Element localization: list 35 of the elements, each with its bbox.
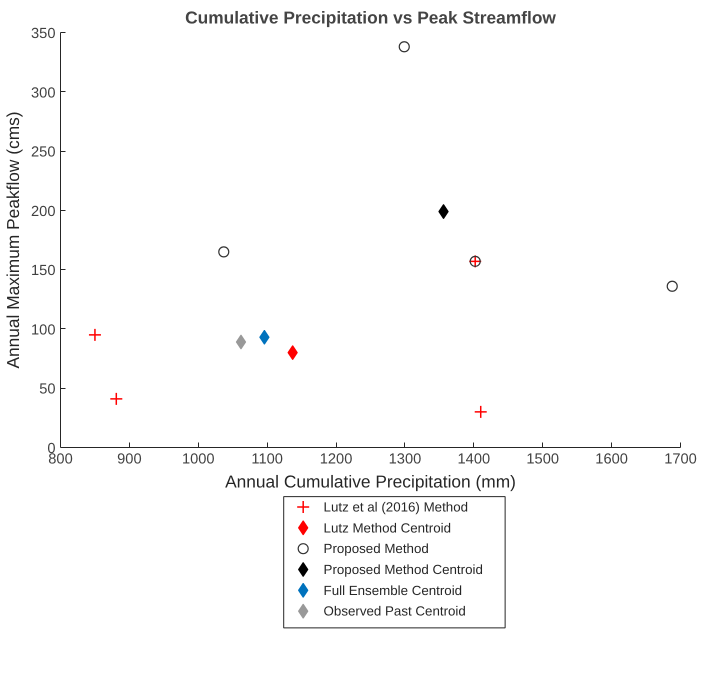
x-tick-label: 1200: [320, 452, 352, 468]
point: [398, 41, 410, 52]
legend-label: Proposed Method: [324, 541, 429, 556]
point: [236, 334, 246, 350]
y-axis-title: Annual Maximum Peakflow (cms): [3, 111, 24, 369]
x-tick-label: 1700: [664, 452, 697, 468]
legend-label: Proposed Method Centroid: [324, 562, 483, 577]
point: [259, 330, 270, 345]
y-tick-label: 150: [31, 263, 56, 280]
y-tick-label: 250: [31, 144, 56, 161]
x-tick-label: 1000: [182, 452, 215, 468]
x-tick-label: 1100: [251, 452, 283, 468]
x-tick-label: 900: [117, 452, 142, 468]
chart-title: Cumulative Precipitation vs Peak Streamflow: [185, 8, 556, 28]
point: [287, 345, 298, 360]
x-tick-label: 1600: [595, 452, 628, 468]
x-tick-label: 1300: [388, 452, 422, 468]
y-tick-label: 100: [31, 322, 56, 338]
legend-label: Observed Past Centroid: [324, 604, 466, 619]
point: [110, 392, 124, 406]
point: [88, 328, 102, 342]
x-tick-label: 1500: [526, 452, 560, 468]
point: [438, 204, 449, 220]
y-tick-label: 350: [31, 26, 56, 42]
x-tick-label: 1400: [458, 452, 490, 468]
legend-label: Full Ensemble Centroid: [324, 582, 462, 598]
point: [666, 280, 678, 292]
legend-label: Lutz et al (2016) Method: [324, 500, 468, 514]
legend-label: Lutz Method Centroid: [324, 520, 451, 536]
point: [218, 246, 230, 258]
y-tick-label: 300: [31, 85, 56, 102]
y-tick-label: 50: [39, 382, 56, 398]
point: [474, 405, 488, 419]
x-axis-title: Annual Cumulative Precipitation (mm): [225, 472, 516, 492]
y-tick-label: 200: [31, 204, 56, 220]
